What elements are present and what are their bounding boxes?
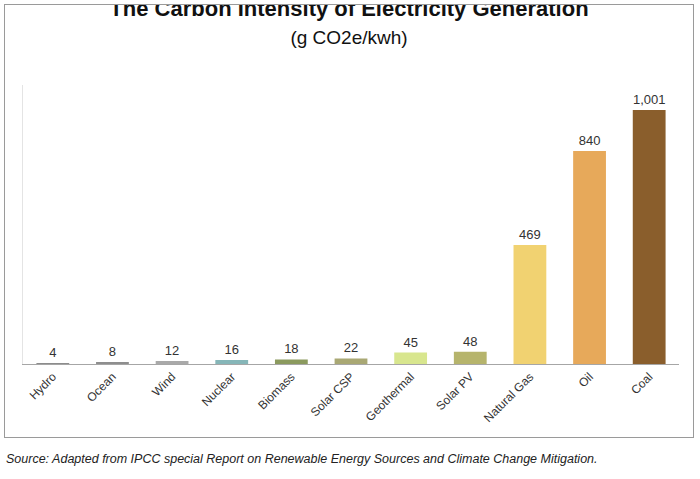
svg-text:45: 45 bbox=[403, 335, 417, 350]
svg-text:Oil: Oil bbox=[576, 370, 596, 390]
svg-text:16: 16 bbox=[224, 342, 238, 357]
svg-text:Solar CSP: Solar CSP bbox=[308, 370, 358, 420]
svg-text:18: 18 bbox=[284, 341, 298, 356]
svg-text:469: 469 bbox=[519, 227, 541, 242]
svg-text:840: 840 bbox=[579, 133, 601, 148]
svg-text:Nuclear: Nuclear bbox=[199, 370, 238, 409]
svg-text:8: 8 bbox=[109, 344, 116, 359]
svg-text:Biomass: Biomass bbox=[255, 370, 297, 412]
svg-text:22: 22 bbox=[344, 340, 358, 355]
svg-text:Solar PV: Solar PV bbox=[433, 370, 476, 413]
svg-text:Coal: Coal bbox=[628, 370, 655, 397]
svg-text:48: 48 bbox=[463, 334, 477, 349]
svg-text:Geothermal: Geothermal bbox=[363, 370, 417, 424]
svg-text:The Carbon Intensity of Electr: The Carbon Intensity of Electricity Gene… bbox=[109, 5, 588, 48]
svg-text:Natural Gas: Natural Gas bbox=[481, 370, 536, 425]
svg-text:Ocean: Ocean bbox=[84, 370, 119, 405]
svg-text:4: 4 bbox=[49, 345, 56, 360]
html-text:Source: Adapted from IPCC spec: Source: Adapted from IPCC special Report… bbox=[6, 452, 598, 466]
svg-text:Wind: Wind bbox=[149, 370, 178, 399]
svg-text:1,001: 1,001 bbox=[633, 92, 666, 107]
svg-text:Hydro: Hydro bbox=[27, 370, 60, 403]
svg-text:12: 12 bbox=[165, 343, 179, 358]
